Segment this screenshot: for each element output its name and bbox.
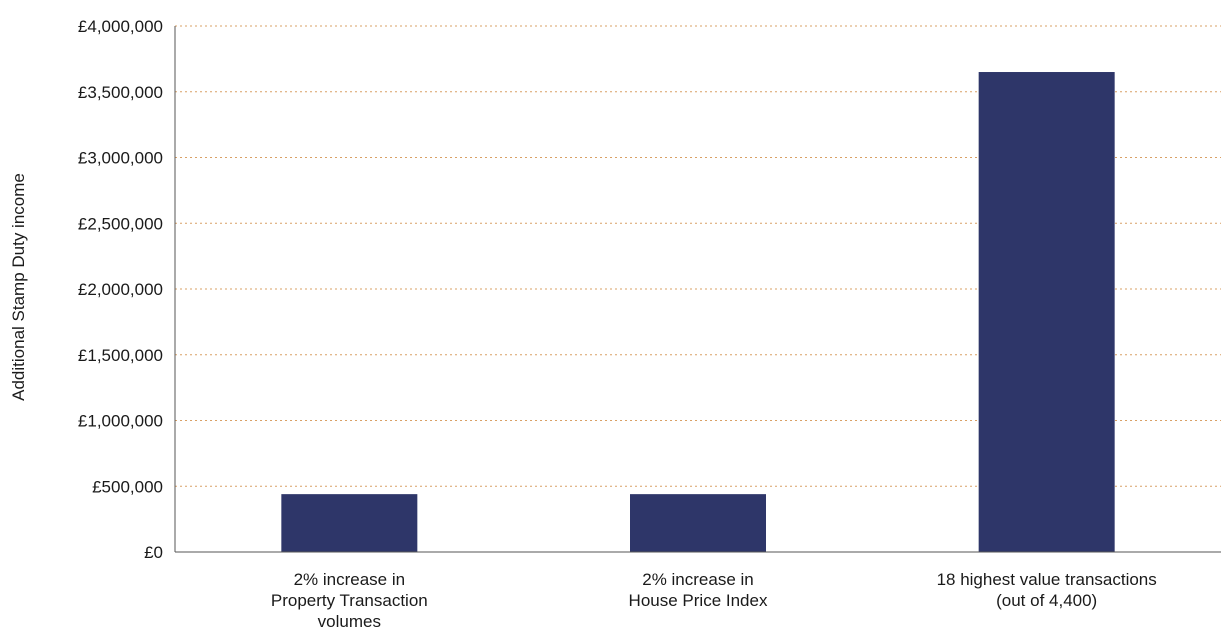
x-category-label: 18 highest value transactions (out of 4,4… — [937, 570, 1157, 610]
axes — [174, 26, 1221, 553]
bar — [281, 494, 418, 552]
x-category-label-line: House Price Index — [629, 591, 768, 610]
x-category-label: 2% increase in Property Transaction volume… — [271, 570, 428, 631]
x-category-label-line: 18 highest value transactions — [937, 570, 1157, 589]
y-tick-labels: £0 £500,000 £1,000,000 £1,500,000 £2,000,000… — [78, 17, 163, 562]
y-tick-label: £2,000,000 — [78, 280, 163, 299]
bars — [281, 72, 1115, 553]
y-tick-label: £3,500,000 — [78, 83, 163, 102]
x-category-label-line: (out of 4,400) — [996, 591, 1097, 610]
y-axis-title: Additional Stamp Duty income — [9, 173, 28, 401]
x-category-label: 2% increase in House Price Index — [629, 570, 768, 610]
y-tick-label: £1,000,000 — [78, 412, 163, 431]
y-tick-label: £2,500,000 — [78, 214, 163, 233]
x-category-label-line: Property Transaction — [271, 591, 428, 610]
bar — [978, 72, 1115, 553]
x-category-label-line: 2% increase in — [642, 570, 754, 589]
y-tick-label: £4,000,000 — [78, 17, 163, 36]
x-category-label-line: volumes — [318, 612, 381, 631]
y-tick-label: £0 — [144, 543, 163, 562]
x-category-labels: 2% increase in Property Transaction volume… — [271, 570, 1157, 631]
bar — [630, 494, 766, 552]
y-tick-label: £3,000,000 — [78, 149, 163, 168]
y-tick-label: £1,500,000 — [78, 346, 163, 365]
x-category-label-line: 2% increase in — [294, 570, 406, 589]
y-tick-label: £500,000 — [92, 477, 163, 496]
